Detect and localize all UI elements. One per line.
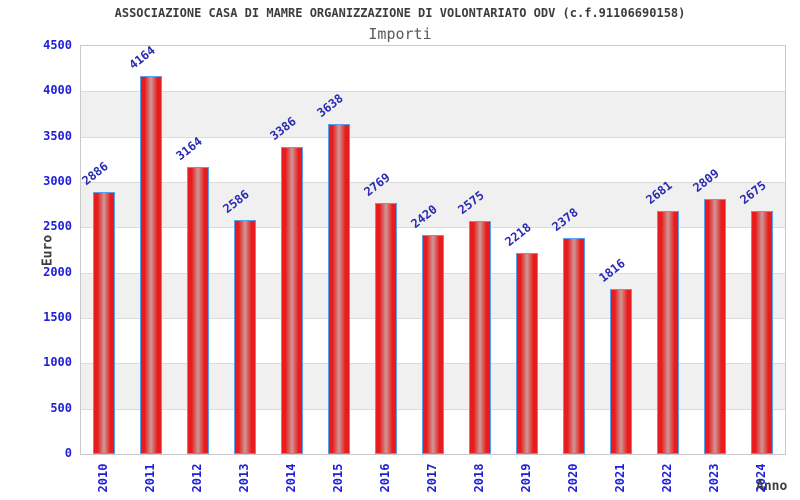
bar [328, 124, 351, 454]
bar [140, 76, 163, 454]
x-tick-label: 2012 [190, 463, 205, 493]
x-tick-label: 2010 [96, 463, 111, 493]
y-tick-label: 3500 [43, 128, 72, 143]
x-axis-label: Anno [756, 479, 788, 494]
chart-subtitle: Importi [368, 25, 432, 43]
x-tick-label: 2022 [659, 463, 674, 493]
x-tick-label: 2011 [143, 463, 158, 493]
plot-area [80, 45, 786, 455]
bar [656, 210, 679, 454]
x-tick-label: 2014 [284, 463, 299, 493]
chart-title: ASSOCIAZIONE CASA DI MAMRE ORGANIZZAZION… [114, 6, 686, 20]
gridline [81, 136, 785, 138]
bar [703, 199, 726, 454]
plot-band [81, 91, 785, 137]
y-tick-label: 4500 [43, 38, 72, 52]
gridline [81, 227, 785, 229]
y-tick-label: 4000 [43, 83, 72, 98]
gridline [81, 91, 785, 93]
bar [281, 147, 304, 454]
bar [234, 219, 257, 454]
x-tick-label: 2015 [331, 463, 346, 493]
x-tick-label: 2021 [612, 463, 627, 493]
x-tick-label: 2020 [565, 463, 580, 493]
y-tick-label: 2000 [43, 264, 72, 279]
y-tick-label: 1000 [43, 355, 72, 370]
y-axis-label: Euro [40, 234, 56, 267]
bar [468, 220, 491, 454]
bar [375, 202, 398, 454]
y-tick-label: 1500 [43, 310, 72, 324]
x-tick-label: 2018 [471, 463, 486, 493]
x-tick-label: 2013 [237, 463, 252, 493]
y-tick-label: 0 [64, 446, 72, 460]
bar [562, 238, 585, 454]
bar [422, 234, 444, 454]
x-tick-label: 2019 [518, 463, 533, 493]
y-tick-label: 3000 [43, 174, 72, 188]
bar [515, 252, 538, 454]
y-tick-label: 500 [50, 400, 72, 415]
bar [750, 211, 773, 454]
x-tick-label: 2017 [425, 463, 439, 493]
bar [609, 289, 632, 454]
bar [187, 167, 210, 454]
x-tick-label: 2023 [706, 463, 721, 493]
x-tick-label: 2016 [378, 463, 393, 493]
plot-band [81, 46, 785, 91]
y-tick-label: 2500 [43, 219, 72, 234]
gridline [81, 182, 785, 183]
bar [93, 192, 116, 454]
